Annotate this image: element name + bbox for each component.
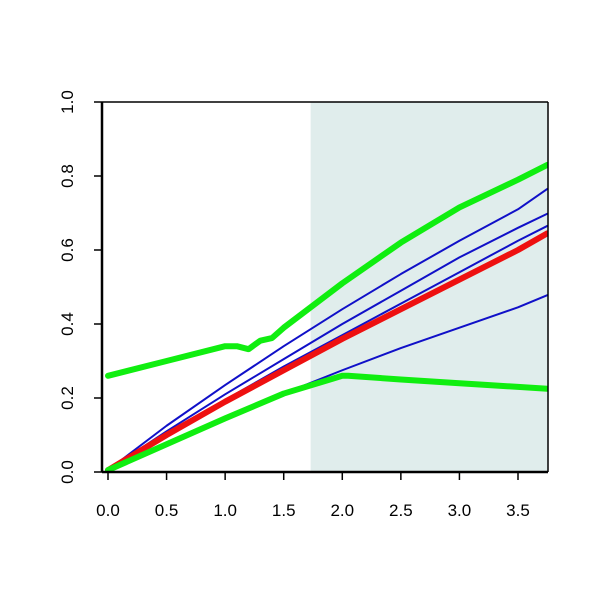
y-tick-label: 0.4 — [58, 312, 77, 336]
shaded-region-layer — [310, 102, 548, 472]
series-line-4 — [107, 187, 548, 472]
series-line-6 — [105, 161, 548, 379]
x-tick-label: 0.0 — [96, 501, 120, 520]
x-tick-label: 3.0 — [448, 501, 472, 520]
y-tick-label: 0.6 — [58, 238, 77, 262]
x-tick-label: 2.0 — [330, 501, 354, 520]
x-tick-label: 1.5 — [272, 501, 296, 520]
x-tick-label: 2.5 — [389, 501, 413, 520]
shaded-region — [310, 102, 548, 472]
series-line-7 — [105, 372, 548, 472]
series-line-5 — [105, 230, 548, 472]
y-tick-label: 0.2 — [58, 386, 77, 410]
x-tick-label: 3.5 — [506, 501, 530, 520]
y-tick-label: 0.8 — [58, 164, 77, 188]
series-layer — [105, 161, 548, 472]
x-tick-label: 1.0 — [213, 501, 237, 520]
x-tick-label: 0.5 — [155, 501, 179, 520]
series-line-3 — [107, 212, 548, 472]
y-tick-label: 1.0 — [58, 90, 77, 114]
y-tick-label: 0.0 — [58, 460, 77, 484]
axes-layer: 0.0 0.5 1.0 1.5 2.0 2.5 3.0 3.5 0.0 0.2 0.4 0.6 0.8 1… — [58, 90, 549, 520]
